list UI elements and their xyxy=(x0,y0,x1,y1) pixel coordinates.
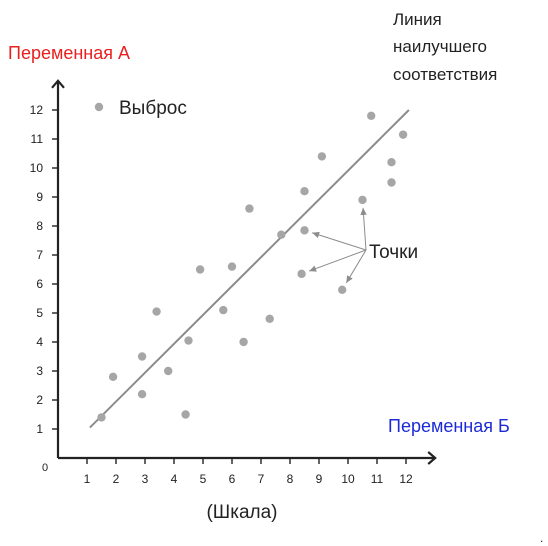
data-point xyxy=(219,305,228,315)
data-point xyxy=(137,390,147,399)
footnote-mark: . xyxy=(540,531,543,545)
outlier-label: Выброс xyxy=(119,98,187,119)
points-label: Точки xyxy=(369,242,418,263)
data-point xyxy=(277,230,286,239)
data-points xyxy=(97,111,408,422)
y-axis-title: Переменная А xyxy=(8,43,130,63)
data-point xyxy=(358,195,367,205)
data-point xyxy=(137,352,147,361)
data-point xyxy=(195,265,205,274)
points-annotation-arrow xyxy=(308,249,367,272)
data-point xyxy=(297,269,306,279)
data-point xyxy=(398,130,408,139)
data-point xyxy=(108,372,118,381)
best-fit-label-line-3: соответствия xyxy=(393,65,497,84)
data-point xyxy=(387,158,396,167)
x-tick-label: 2 xyxy=(113,472,120,486)
x-tick-label: 5 xyxy=(200,472,207,486)
data-point xyxy=(338,285,347,294)
x-axis-arrowhead xyxy=(427,451,437,465)
x-tick-label: 7 xyxy=(258,472,265,486)
annotation-arrows xyxy=(308,207,367,284)
axes xyxy=(51,79,437,465)
data-point xyxy=(181,410,190,419)
y-tick-label: 4 xyxy=(36,335,43,349)
x-tick-label: 10 xyxy=(341,472,355,486)
points-annotation-arrow xyxy=(345,249,367,284)
y-tick-label: 11 xyxy=(31,132,44,146)
data-point xyxy=(97,413,106,422)
best-fit-line xyxy=(89,109,410,429)
y-tick-label: 5 xyxy=(36,306,43,320)
y-tick-label: 10 xyxy=(30,161,44,175)
y-tick-label: 8 xyxy=(36,219,43,233)
points-annotation-arrow xyxy=(311,231,367,251)
x-axis-title: Переменная Б xyxy=(388,416,510,436)
data-point xyxy=(184,336,193,345)
data-point xyxy=(317,152,327,161)
points-annotation-arrow xyxy=(360,207,367,251)
y-tick-label: 2 xyxy=(36,393,43,407)
y-tick-label: 7 xyxy=(36,248,43,262)
y-axis-arrowhead xyxy=(51,79,65,89)
y-tick-label: 9 xyxy=(36,190,43,204)
data-point xyxy=(245,204,254,213)
origin-label: 0 xyxy=(42,462,48,474)
best-fit-label-line-2: наилучшего xyxy=(393,37,487,56)
x-tick-label: 9 xyxy=(316,472,323,486)
data-point xyxy=(367,111,376,121)
x-tick-label: 6 xyxy=(229,472,236,486)
best-fit-label-line-1: Линия xyxy=(393,10,442,29)
y-tick-label: 12 xyxy=(30,103,44,117)
y-tick-label: 1 xyxy=(36,422,43,436)
y-tick-label: 6 xyxy=(36,277,43,291)
data-point xyxy=(300,226,309,235)
x-tick-label: 8 xyxy=(287,472,294,486)
y-tick-label: 3 xyxy=(36,364,43,378)
data-point xyxy=(164,366,173,376)
data-point xyxy=(152,307,161,316)
data-point xyxy=(265,314,274,323)
x-tick-label: 1 xyxy=(84,472,91,486)
data-point xyxy=(227,262,237,271)
data-point xyxy=(239,337,248,347)
outlier-legend-dot xyxy=(94,102,104,112)
x-tick-label: 12 xyxy=(399,472,413,486)
data-point xyxy=(387,178,396,187)
x-tick-label: 4 xyxy=(171,472,178,486)
x-tick-label: 11 xyxy=(371,472,384,486)
x-tick-label: 3 xyxy=(142,472,149,486)
x-axis-caption: (Шкала) xyxy=(206,502,277,523)
data-point xyxy=(300,187,309,196)
